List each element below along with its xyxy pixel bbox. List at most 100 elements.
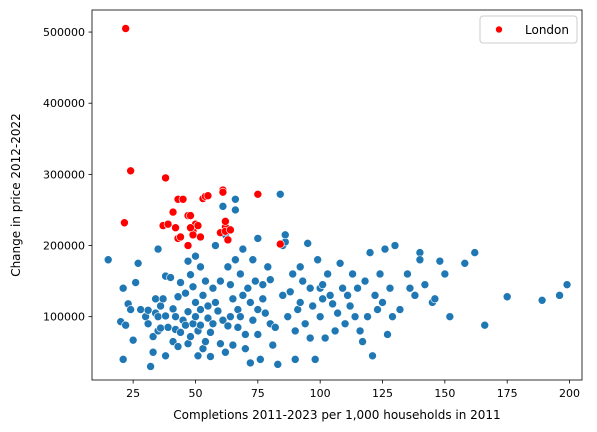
data-point-42 [183, 307, 193, 316]
data-point-104 [261, 308, 270, 318]
data-point-4 [121, 320, 130, 330]
data-point-2 [118, 283, 128, 293]
data-point-20 [153, 312, 163, 321]
y-tick-label-4: 500000 [43, 26, 85, 39]
data-point-122 [295, 262, 305, 272]
data-point-174 [435, 256, 445, 266]
data-point-57 [198, 291, 208, 300]
legend-box [479, 15, 578, 44]
data-point-171 [420, 280, 430, 289]
data-point-62 [206, 328, 215, 337]
legend-label-london: London [525, 23, 569, 37]
data-point-84 [233, 305, 243, 314]
data-point-178 [470, 248, 480, 257]
data-point-64 [208, 283, 218, 293]
data-point-179 [480, 320, 490, 330]
data-point-65 [208, 319, 218, 329]
data-point-59 [201, 337, 210, 346]
data-point-40 [181, 288, 190, 298]
data-point-142 [335, 259, 345, 268]
legend-marker-london [495, 25, 503, 34]
data-point-137 [323, 269, 332, 279]
data-point-london-2 [126, 166, 135, 176]
y-tick-label-1: 200000 [43, 240, 85, 253]
data-point-76 [223, 262, 233, 272]
data-point-50 [191, 312, 200, 321]
data-point-49 [191, 298, 200, 307]
data-point-75 [223, 321, 233, 331]
data-point-152 [360, 276, 370, 286]
data-point-london-28 [226, 225, 235, 235]
data-point-72 [218, 202, 228, 211]
data-point-123 [295, 298, 305, 307]
data-point-80 [228, 340, 238, 350]
data-point-london-25 [221, 217, 230, 226]
data-point-54 [196, 305, 205, 314]
data-point-139 [328, 299, 337, 309]
data-point-10 [136, 305, 145, 314]
data-point-118 [288, 269, 298, 279]
data-point-130 [310, 355, 320, 364]
data-point-58 [201, 276, 210, 286]
data-point-london-21 [203, 191, 213, 201]
data-point-41 [183, 256, 193, 266]
data-point-170 [415, 255, 425, 265]
data-point-70 [216, 276, 225, 286]
data-point-129 [308, 301, 317, 311]
data-point-0 [103, 255, 113, 265]
data-point-london-27 [223, 235, 233, 245]
data-point-109 [270, 323, 280, 332]
data-point-119 [290, 326, 300, 336]
data-point-45 [186, 270, 195, 279]
y-tick-label-0: 100000 [43, 311, 85, 324]
data-point-145 [343, 291, 352, 300]
data-point-63 [206, 352, 215, 361]
data-point-69 [216, 339, 225, 349]
data-point-47 [188, 282, 198, 292]
data-point-london-5 [163, 219, 173, 229]
legend: London [479, 15, 578, 44]
y-tick-label-3: 400000 [43, 97, 85, 110]
data-point-135 [318, 280, 327, 289]
data-point-131 [313, 255, 322, 265]
data-point-101 [256, 355, 265, 364]
data-point-london-0 [121, 24, 130, 33]
y-tick-label-2: 300000 [43, 168, 85, 181]
data-point-67 [211, 298, 220, 307]
data-point-144 [340, 319, 350, 329]
data-point-90 [241, 330, 250, 339]
data-point-29 [166, 273, 175, 282]
data-point-86 [236, 269, 245, 279]
data-point-154 [365, 248, 375, 257]
data-point-92 [243, 283, 253, 293]
data-point-27 [161, 351, 170, 361]
data-point-182 [555, 291, 564, 300]
data-point-180 [502, 292, 512, 302]
data-point-153 [363, 312, 372, 321]
data-point-81 [231, 194, 240, 204]
data-point-london-6 [168, 207, 178, 217]
data-point-147 [348, 269, 357, 279]
data-point-london-32 [186, 223, 195, 233]
data-point-115 [280, 230, 290, 240]
data-point-95 [248, 255, 258, 265]
data-point-164 [390, 241, 400, 250]
data-point-99 [253, 234, 263, 243]
data-point-167 [405, 283, 415, 293]
data-point-108 [268, 340, 278, 350]
data-point-173 [430, 294, 440, 304]
data-point-london-29 [253, 189, 263, 199]
data-point-13 [143, 319, 153, 329]
data-point-56 [198, 344, 208, 353]
data-point-166 [403, 269, 412, 279]
data-point-london-18 [196, 232, 205, 242]
data-point-london-4 [161, 173, 170, 183]
data-point-158 [375, 269, 385, 279]
data-point-138 [325, 291, 335, 300]
data-point-125 [300, 319, 310, 329]
data-point-157 [373, 305, 382, 314]
points-layer [103, 24, 572, 371]
x-tick-label-2: 75 [251, 387, 265, 400]
data-point-83 [231, 205, 240, 215]
data-point-103 [258, 294, 268, 304]
